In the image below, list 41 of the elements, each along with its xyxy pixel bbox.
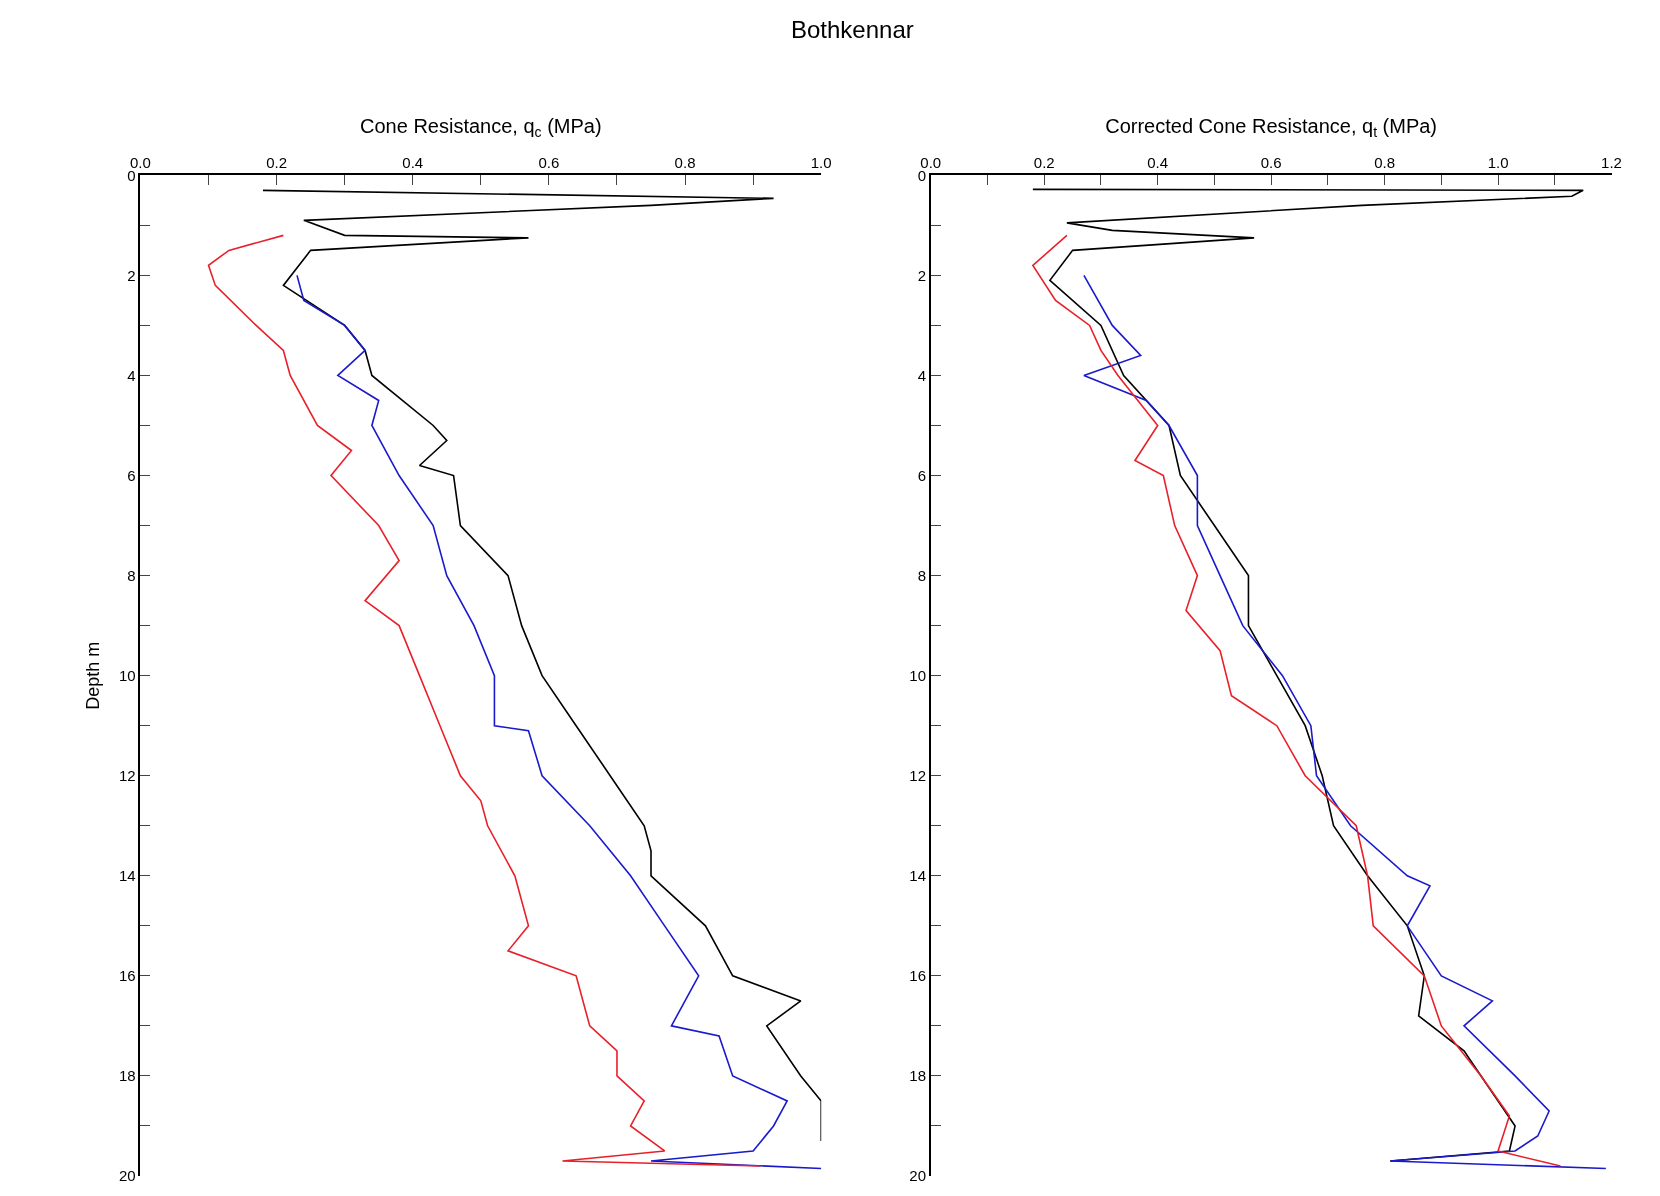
x-tick-label: 1.0: [810, 153, 832, 171]
y-tick-label: 18: [909, 1067, 926, 1085]
x-tick-label: 0.0: [130, 153, 151, 171]
y-tick-label: 10: [118, 666, 136, 684]
y-tick-label: 20: [118, 1167, 136, 1185]
x-tick-label: 1.0: [1487, 153, 1509, 171]
x-tick-label: 0.6: [1260, 153, 1282, 171]
line-series: [262, 189, 822, 1142]
y-tick-label: 8: [917, 566, 926, 584]
y-tick-label: 20: [909, 1167, 926, 1185]
x-tick-label: 0.2: [1033, 153, 1055, 171]
x-tick-label: 0.6: [538, 153, 560, 171]
x-axis-title: Corrected Cone Resistance, q$_{t}$ (MPa): [1105, 114, 1438, 140]
y-tick-label: 16: [909, 967, 926, 985]
line-series: [207, 234, 761, 1167]
x-axis-title: Cone Resistance, q$_{c}$ (MPa): [360, 114, 602, 140]
y-tick-label: 6: [917, 466, 926, 484]
line-series: [296, 274, 822, 1170]
y-tick-label: 4: [127, 366, 136, 384]
y-tick-label: 10: [909, 666, 926, 684]
x-tick-label: 0.2: [266, 153, 287, 171]
y-tick-label: 12: [118, 766, 136, 784]
x-tick-label: 0.8: [674, 153, 696, 171]
x-tick-label: 0.8: [1374, 153, 1396, 171]
x-tick-label: 0.4: [402, 153, 424, 171]
y-tick-label: 8: [127, 566, 136, 584]
y-tick-label: 6: [127, 466, 136, 484]
y-tick-label: 16: [118, 967, 136, 985]
y-tick-label: 2: [127, 266, 136, 284]
text: Bothkennar: [791, 16, 914, 43]
x-tick-label: 0.0: [920, 153, 942, 171]
y-tick-label: 2: [917, 266, 926, 284]
y-axis-title: Depth m: [82, 641, 103, 710]
y-tick-label: 18: [118, 1067, 136, 1085]
line-series: [1083, 274, 1607, 1170]
y-tick-label: 14: [118, 867, 136, 885]
y-tick-label: 12: [909, 766, 926, 784]
y-tick-label: 4: [917, 366, 926, 384]
y-tick-label: 14: [909, 867, 926, 885]
x-tick-label: 0.4: [1147, 153, 1169, 171]
x-tick-label: 1.2: [1601, 153, 1622, 171]
